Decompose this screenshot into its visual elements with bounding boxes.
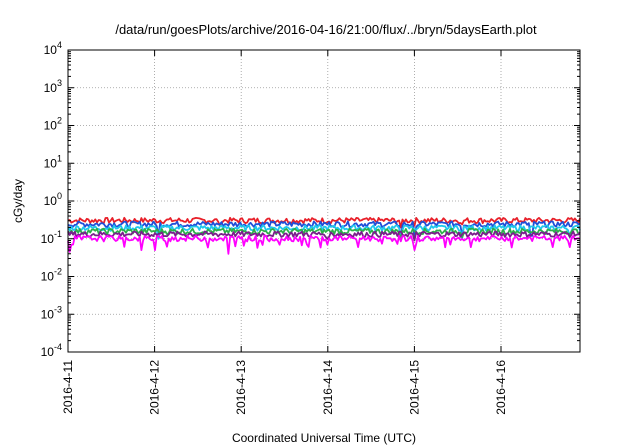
grid	[68, 50, 580, 352]
y-tick-label: 10-4	[41, 342, 62, 359]
y-axis-label: cGy/day	[11, 179, 25, 223]
x-tick-label: 2016-4-11	[61, 360, 75, 414]
series-line	[67, 220, 581, 240]
chart-title: /data/run/goesPlots/archive/2016-04-16/2…	[115, 22, 537, 37]
y-tick-label: 101	[44, 153, 62, 170]
x-tick-label: 2016-4-16	[494, 360, 508, 415]
y-tick-label: 100	[44, 191, 62, 208]
y-tick-label: 10-1	[41, 229, 62, 246]
x-axis-label: Coordinated Universal Time (UTC)	[232, 431, 416, 445]
series-line	[67, 234, 581, 255]
y-tick-label: 10-2	[41, 267, 62, 284]
series-group	[67, 216, 581, 255]
x-tick-label: 2016-4-13	[234, 360, 248, 415]
series-line	[67, 224, 581, 242]
y-tick-label: 10-3	[41, 304, 62, 321]
y-tick-label: 103	[44, 78, 62, 95]
y-tick-label: 104	[44, 40, 62, 57]
x-tick-label: 2016-4-15	[407, 360, 421, 415]
series-line	[67, 227, 581, 240]
series-line	[67, 230, 581, 242]
y-tick-label: 102	[44, 116, 62, 133]
ticks: 10-4 10-3 10-2 10-1 100 101 102 103 104 2016-4-11…	[41, 40, 580, 415]
x-tick-label: 2016-4-14	[321, 360, 335, 415]
x-tick-label: 2016-4-12	[148, 360, 162, 415]
